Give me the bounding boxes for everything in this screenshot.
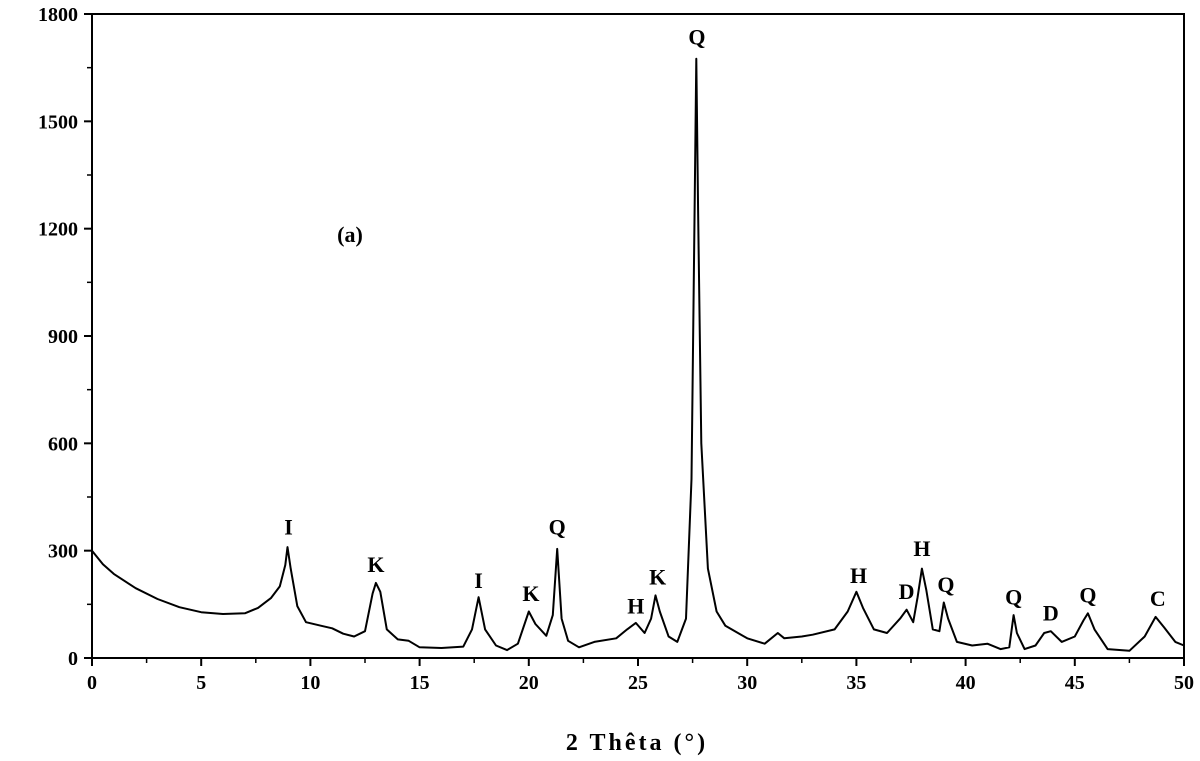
x-tick-label: 15: [410, 672, 430, 694]
x-tick-label: 5: [196, 672, 206, 694]
x-tick-label: 30: [737, 672, 757, 694]
y-tick-label: 0: [68, 648, 78, 670]
x-tick-label: 45: [1065, 672, 1085, 694]
x-tick-labels: 0 5 10 15 20 25 30 35 40 45 50: [87, 672, 1194, 694]
axis-ticks: [84, 13, 1185, 666]
x-tick-label: 20: [519, 672, 539, 694]
peak-label: Q: [1005, 584, 1022, 609]
x-tick-label: 25: [628, 672, 648, 694]
peak-label: Q: [549, 515, 566, 540]
y-tick-label: 300: [48, 541, 78, 563]
peak-label: Q: [688, 24, 705, 49]
peak-label: D: [1043, 600, 1059, 625]
peak-label: K: [522, 581, 539, 606]
plot-border: [91, 13, 1185, 659]
y-tick-label: 900: [48, 326, 78, 348]
plot-frame: [91, 13, 1185, 659]
peak-label: Q: [1079, 583, 1096, 608]
y-tick-label: 1500: [38, 111, 78, 133]
x-tick-label: 10: [300, 672, 320, 694]
x-tick-label: 50: [1174, 672, 1194, 694]
x-tick-label: 35: [846, 672, 866, 694]
x-axis-title: 2 Thêta (°): [566, 730, 708, 756]
y-tick-label: 600: [48, 433, 78, 455]
y-tick-labels: 0 300 600 900 1200 1500 1800: [38, 4, 78, 670]
peak-label: K: [367, 552, 384, 577]
peak-label: Q: [937, 572, 954, 597]
peak-label: H: [627, 593, 644, 618]
peak-label: H: [850, 563, 867, 588]
x-tick-label: 40: [956, 672, 976, 694]
y-tick-label: 1800: [38, 4, 78, 26]
peak-label: I: [474, 568, 483, 593]
peak-label: H: [913, 536, 930, 561]
peak-label: I: [284, 515, 293, 540]
peak-label: C: [1150, 586, 1166, 611]
peak-label: K: [649, 565, 666, 590]
panel-label: (a): [337, 222, 363, 247]
y-tick-label: 1200: [38, 219, 78, 241]
diffraction-pattern-line: [91, 57, 1185, 652]
peak-label: D: [899, 579, 915, 604]
x-tick-label: 0: [87, 672, 97, 694]
